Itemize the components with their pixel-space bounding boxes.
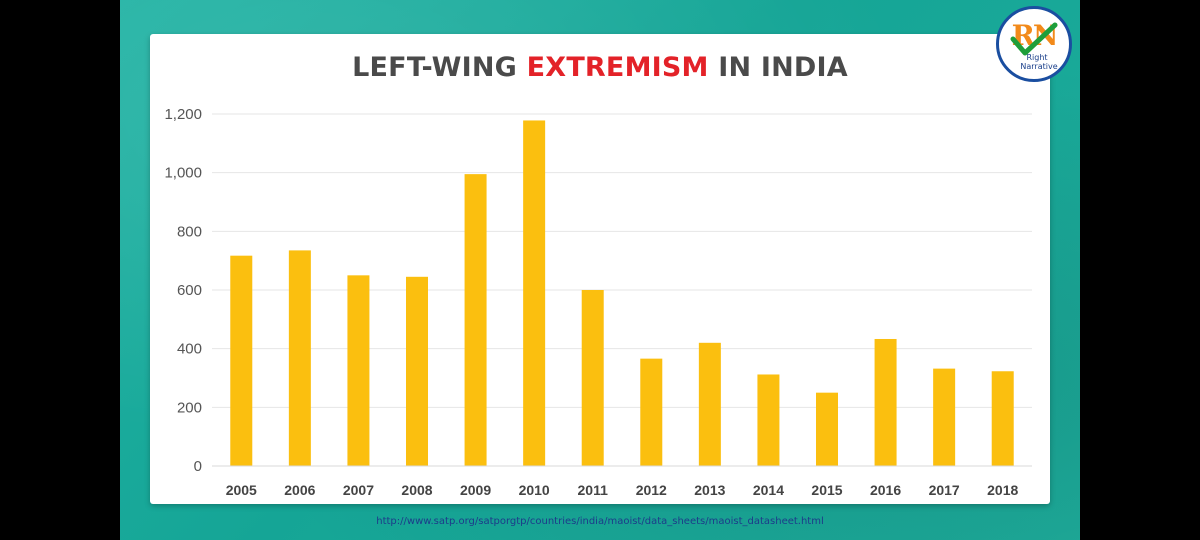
bar-2018 xyxy=(991,371,1014,466)
bar-2007 xyxy=(347,275,370,466)
logo-text-right: Right xyxy=(1026,53,1047,62)
x-tick-label: 2018 xyxy=(987,482,1018,498)
bar-2010 xyxy=(523,120,546,466)
y-tick-label: 800 xyxy=(177,223,202,240)
x-tick-label: 2011 xyxy=(578,482,609,498)
x-tick-label: 2009 xyxy=(460,482,491,498)
bar-2009 xyxy=(464,174,487,466)
y-tick-label: 1,200 xyxy=(164,106,202,123)
y-tick-label: 200 xyxy=(177,399,202,416)
title-part-2: IN INDIA xyxy=(708,52,848,83)
x-tick-label: 2014 xyxy=(753,482,784,498)
bar-2012 xyxy=(640,358,663,466)
slide-background: LEFT-WING EXTREMISM IN INDIA 0 200 400 600 8… xyxy=(120,0,1080,540)
x-tick-label: 2013 xyxy=(694,482,725,498)
x-tick-label: 2008 xyxy=(401,482,432,498)
x-tick-label: 2005 xyxy=(226,482,257,498)
bar-chart: 0 200 400 600 800 1,000 1,200 2005 2006 2007 2008 2… xyxy=(164,106,1032,498)
x-tick-label: 2016 xyxy=(870,482,901,498)
y-tick-label: 600 xyxy=(177,282,202,299)
bar-2008 xyxy=(406,276,428,466)
title-highlight: EXTREMISM xyxy=(526,52,709,83)
x-tick-label: 2007 xyxy=(343,482,374,498)
logo-text-narrative: Narrative xyxy=(1020,62,1057,71)
bar-2006 xyxy=(288,250,311,466)
bar-2016 xyxy=(874,338,897,466)
x-tick-label: 2010 xyxy=(519,482,550,498)
x-tick-label: 2006 xyxy=(284,482,315,498)
x-tick-label: 2017 xyxy=(929,482,960,498)
y-tick-label: 1,000 xyxy=(164,165,202,182)
bar-2013 xyxy=(698,342,721,466)
y-tick-label: 0 xyxy=(194,458,202,475)
chart-title: LEFT-WING EXTREMISM IN INDIA xyxy=(150,52,1050,83)
chart-card: LEFT-WING EXTREMISM IN INDIA 0 200 400 600 8… xyxy=(150,34,1050,504)
bar-2005 xyxy=(230,255,253,466)
x-tick-label: 2015 xyxy=(811,482,842,498)
x-tick-label: 2012 xyxy=(636,482,667,498)
bar-2014 xyxy=(757,374,780,466)
title-part-1: LEFT-WING xyxy=(352,52,527,83)
bar-2017 xyxy=(933,368,956,466)
right-narrative-logo: RN Right Narrative xyxy=(996,6,1072,82)
source-link[interactable]: http://www.satp.org/satporgtp/countries/… xyxy=(376,516,824,527)
y-tick-label: 400 xyxy=(177,341,202,358)
bar-2011 xyxy=(581,290,604,466)
bar-2015 xyxy=(816,392,838,466)
